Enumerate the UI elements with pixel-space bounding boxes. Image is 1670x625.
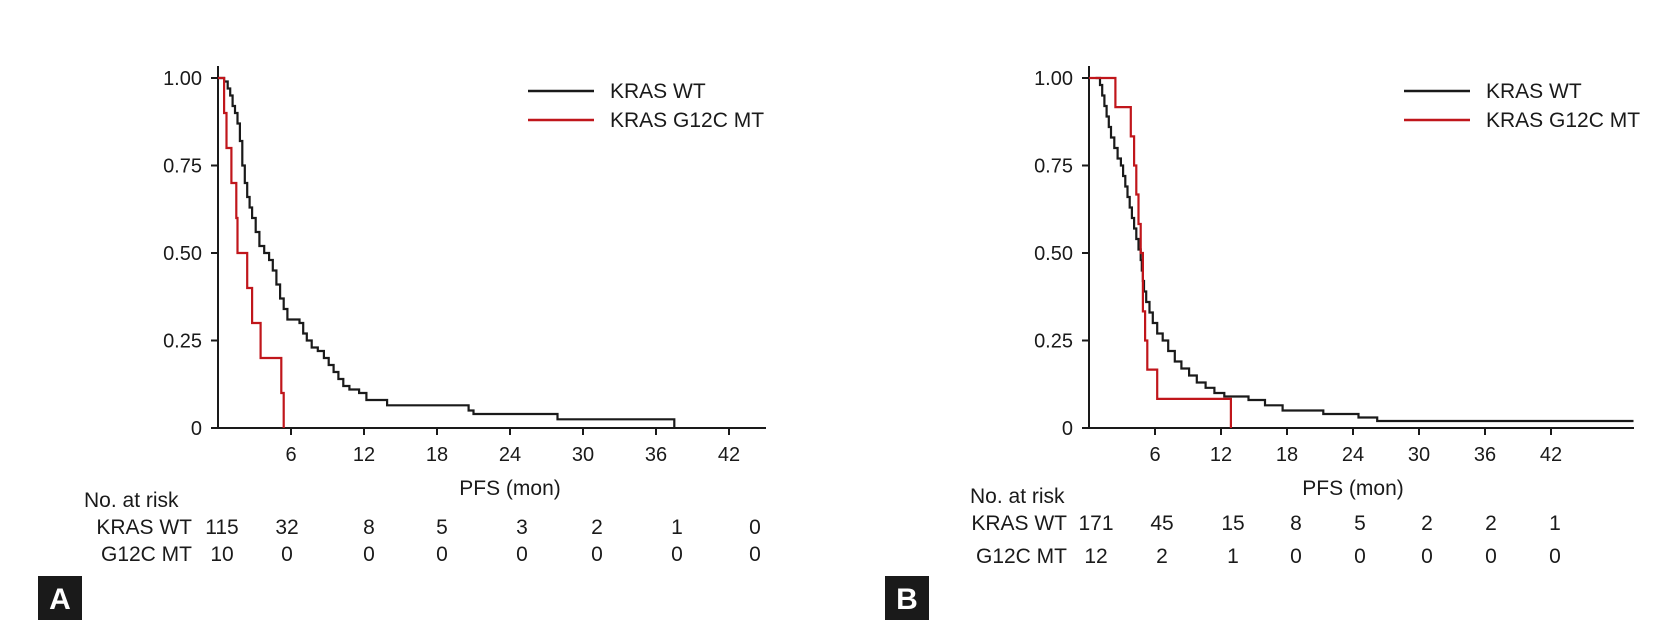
risk-row-label: G12C MT (101, 543, 192, 566)
y-tick-label: 1.00 (163, 68, 202, 90)
y-tick-label: 0.50 (163, 243, 202, 265)
risk-count: 0 (1421, 545, 1433, 568)
risk-row-label: KRAS WT (971, 512, 1067, 535)
risk-count: 5 (436, 516, 448, 539)
panel-badge (885, 576, 929, 620)
risk-count: 5 (1354, 512, 1366, 535)
x-tick-label: 24 (1342, 444, 1364, 466)
panel-label: A (49, 583, 71, 616)
x-tick-label: 30 (572, 444, 594, 466)
panel-badge (38, 576, 82, 620)
x-axis-label: PFS (mon) (1302, 477, 1404, 500)
risk-count: 0 (749, 543, 761, 566)
x-tick-label: 12 (353, 444, 375, 466)
y-tick-label: 0.50 (1034, 243, 1073, 265)
x-tick-label: 12 (1210, 444, 1232, 466)
risk-count: 45 (1150, 512, 1173, 535)
risk-count: 15 (1221, 512, 1244, 535)
x-tick-label: 6 (1149, 444, 1160, 466)
km-curve-kras-wt (218, 76, 676, 428)
risk-count: 171 (1078, 512, 1113, 535)
y-tick-label: 0.75 (163, 156, 202, 178)
x-tick-label: 18 (426, 444, 448, 466)
risk-count: 0 (1549, 545, 1561, 568)
risk-count: 1 (1227, 545, 1239, 568)
risk-count: 32 (275, 516, 298, 539)
y-tick-label: 0 (1062, 418, 1073, 440)
risk-count: 2 (591, 516, 603, 539)
y-tick-label: 0.25 (1034, 331, 1073, 353)
risk-count: 0 (436, 543, 448, 566)
risk-count: 2 (1485, 512, 1497, 535)
y-tick-label: 0.25 (163, 331, 202, 353)
km-curve-g12c-mt (218, 76, 285, 428)
risk-count: 12 (1084, 545, 1107, 568)
x-tick-label: 6 (285, 444, 296, 466)
risk-count: 0 (671, 543, 683, 566)
risk-count: 0 (1354, 545, 1366, 568)
risk-count: 3 (516, 516, 528, 539)
risk-count: 0 (516, 543, 528, 566)
x-tick-label: 36 (1474, 444, 1496, 466)
y-tick-label: 1.00 (1034, 68, 1073, 90)
legend-label: KRAS WT (610, 80, 706, 103)
x-tick-label: 18 (1276, 444, 1298, 466)
risk-row-label: G12C MT (976, 545, 1067, 568)
legend-label: KRAS G12C MT (1486, 109, 1640, 132)
x-tick-label: 42 (1540, 444, 1562, 466)
risk-count: 0 (591, 543, 603, 566)
x-tick-label: 36 (645, 444, 667, 466)
km-curve-g12c-mt (1089, 76, 1232, 428)
x-tick-label: 42 (718, 444, 740, 466)
risk-count: 8 (1290, 512, 1302, 535)
risk-count: 0 (363, 543, 375, 566)
legend-label: KRAS G12C MT (610, 109, 764, 132)
risk-count: 1 (1549, 512, 1561, 535)
legend-label: KRAS WT (1486, 80, 1582, 103)
panel-label: B (896, 583, 918, 616)
x-axis-label: PFS (mon) (459, 477, 561, 500)
risk-count: 0 (281, 543, 293, 566)
risk-count: 0 (1485, 545, 1497, 568)
risk-table-header: No. at risk (84, 489, 179, 512)
risk-count: 8 (363, 516, 375, 539)
risk-row-label: KRAS WT (96, 516, 192, 539)
risk-count: 10 (210, 543, 233, 566)
risk-count: 1 (671, 516, 683, 539)
x-tick-label: 24 (499, 444, 521, 466)
y-tick-label: 0.75 (1034, 156, 1073, 178)
risk-table-header: No. at risk (970, 485, 1065, 508)
risk-count: 0 (749, 516, 761, 539)
risk-count: 2 (1156, 545, 1168, 568)
y-tick-label: 0 (191, 418, 202, 440)
risk-count: 115 (205, 516, 238, 539)
x-tick-label: 30 (1408, 444, 1430, 466)
risk-count: 0 (1290, 545, 1302, 568)
risk-count: 2 (1421, 512, 1433, 535)
